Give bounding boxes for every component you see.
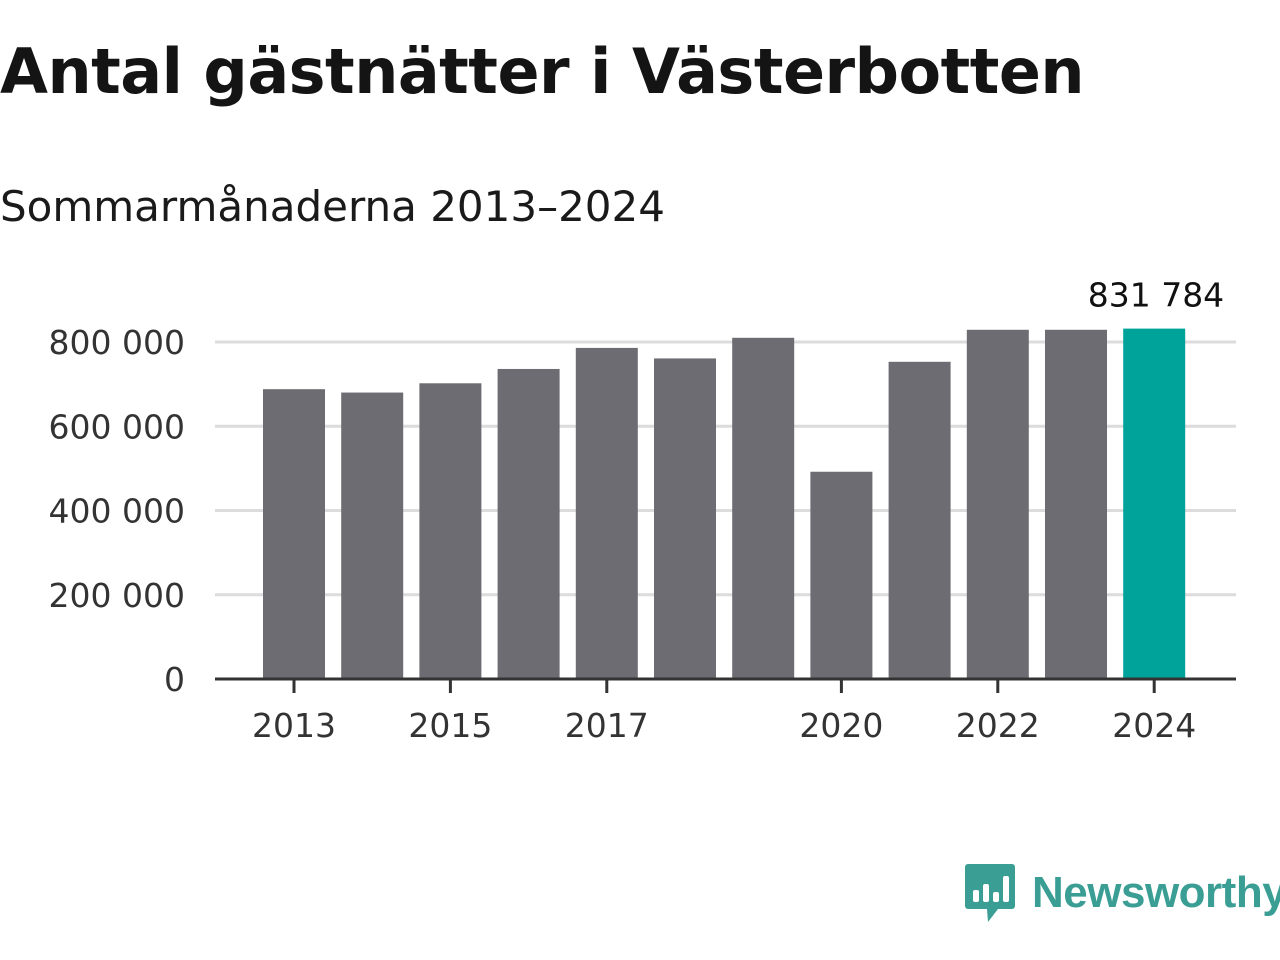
data-label: 831 784: [1088, 276, 1224, 315]
bar: [888, 361, 951, 679]
bar: [966, 329, 1029, 679]
newsworthy-logo: Newsworthy: [964, 862, 1280, 924]
y-tick-label: 800 000: [49, 323, 185, 362]
x-tick-label: 2022: [956, 706, 1040, 745]
bar: [810, 471, 873, 679]
bars: [263, 328, 1186, 679]
chart-title: Antal gästnätter i Västerbotten: [0, 35, 1085, 108]
chart-subtitle: Sommarmånaderna 2013–2024: [0, 182, 665, 231]
x-tick-label: 2013: [252, 706, 336, 745]
x-tick-label: 2015: [408, 706, 492, 745]
y-tick-label: 400 000: [49, 492, 185, 531]
bar: [497, 368, 560, 679]
bar: [732, 337, 795, 679]
bar: [263, 389, 325, 679]
logo-text: Newsworthy: [1032, 868, 1280, 917]
x-tick-label: 2020: [799, 706, 883, 745]
x-tick-label: 2017: [565, 706, 649, 745]
bar: [419, 383, 482, 679]
bar-chart: 0 200 000 400 000 600 000 800 000 2013 2015 201…: [49, 276, 1236, 745]
bar: [1045, 329, 1107, 679]
bar: [341, 392, 404, 679]
bar: [1123, 328, 1186, 679]
labels: 0 200 000 400 000 600 000 800 000 2013 2015 201…: [49, 276, 1225, 745]
x-tick-label: 2024: [1112, 706, 1196, 745]
axes: [215, 677, 1236, 693]
bar-chart-speech-bubble-icon: [965, 864, 1015, 922]
y-tick-label: 200 000: [49, 576, 185, 615]
bar: [575, 347, 638, 679]
bar: [654, 358, 716, 679]
y-tick-label: 0: [164, 660, 185, 699]
y-tick-label: 600 000: [49, 407, 185, 446]
